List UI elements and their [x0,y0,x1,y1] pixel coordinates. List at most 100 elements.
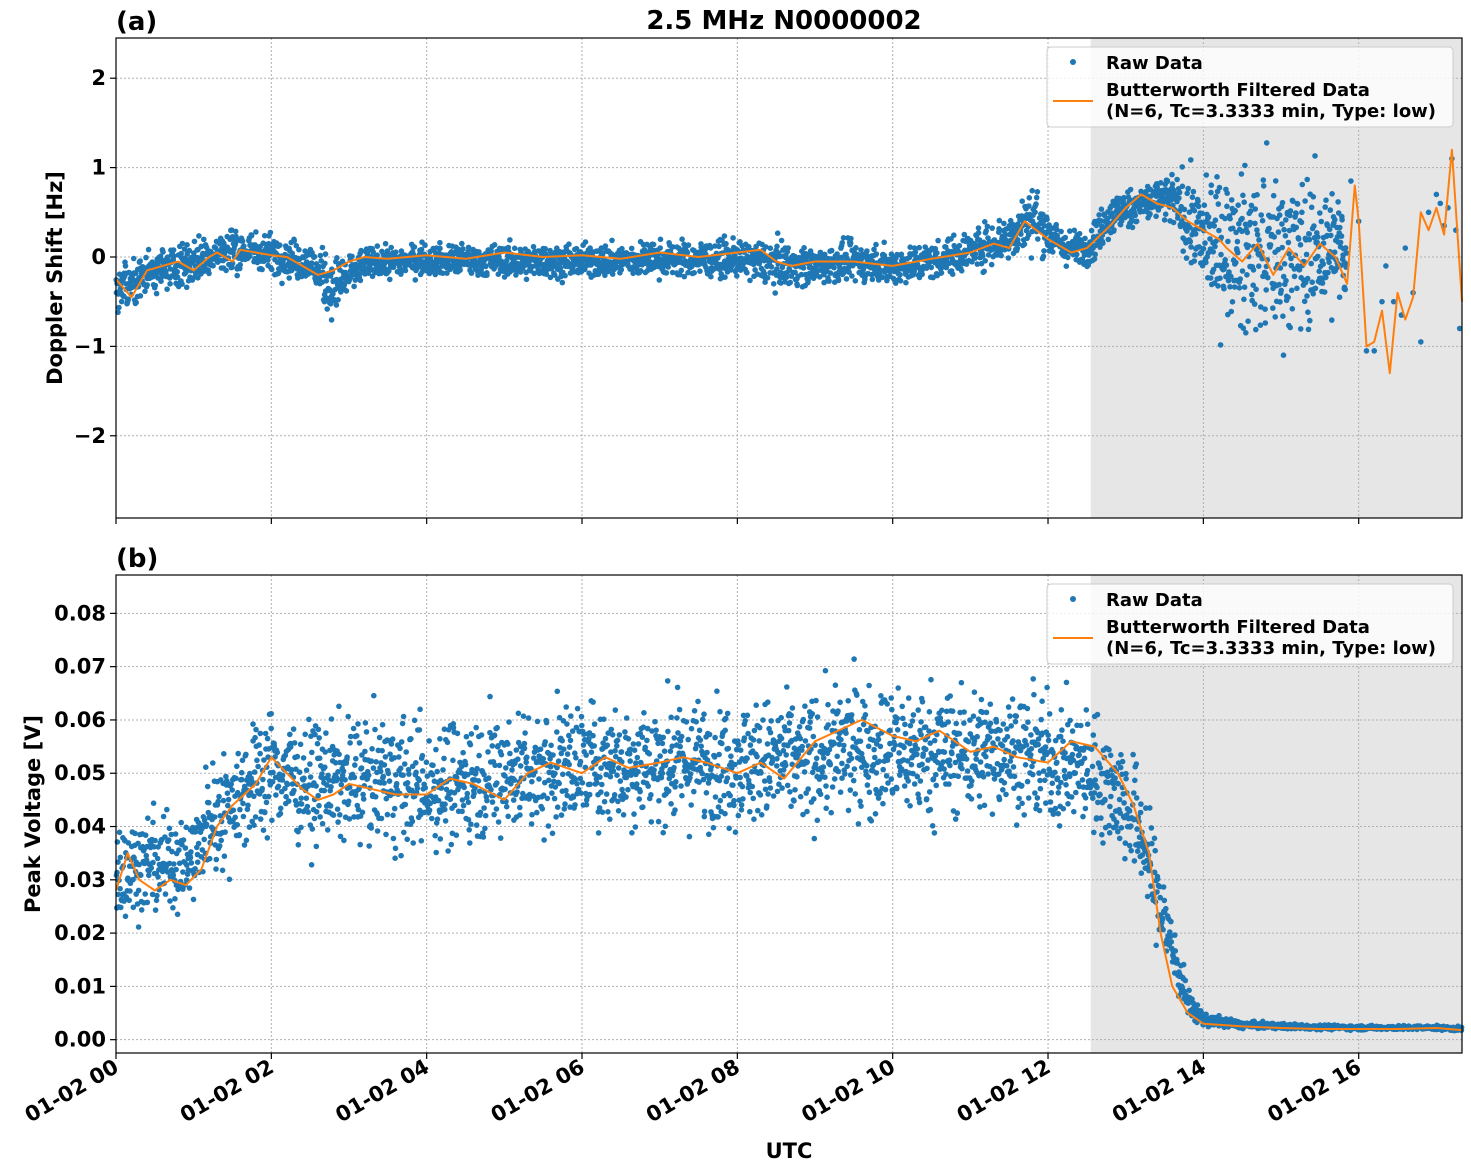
raw-data-point [1044,216,1050,223]
raw-data-point [669,772,676,779]
raw-data-point [399,720,406,727]
raw-data-point [975,225,982,231]
raw-data-point [1033,201,1039,207]
legend-raw-marker [1070,59,1076,65]
raw-data-point [365,270,372,277]
raw-data-point [451,802,458,809]
raw-data-point [387,276,393,283]
raw-data-point [465,244,472,251]
raw-data-point [260,776,266,783]
raw-data-point [869,276,876,283]
raw-data-point [579,722,585,729]
raw-data-point [239,776,245,783]
raw-data-point [1076,230,1083,237]
raw-data-point [1218,251,1224,258]
raw-data-point [219,867,226,874]
raw-data-point [1287,208,1294,214]
raw-data-point [661,748,668,754]
raw-data-point [1335,199,1341,205]
raw-data-point [259,785,266,792]
raw-data-point [372,794,379,800]
raw-data-point [1267,242,1274,248]
raw-data-point [1228,308,1235,315]
raw-data-point [507,237,513,243]
raw-data-point [383,831,389,838]
raw-data-point [152,837,158,844]
raw-data-point [1299,209,1305,216]
raw-data-point [529,811,535,818]
raw-data-point [1235,249,1241,256]
raw-data-point [719,740,725,747]
raw-data-point [1244,272,1250,278]
raw-data-point [229,787,235,793]
raw-data-point [374,828,381,834]
raw-data-point [419,768,426,774]
raw-data-point [534,809,540,816]
raw-data-point [599,809,606,815]
raw-data-point [341,282,348,288]
raw-data-point [517,763,524,769]
raw-data-point [657,236,664,243]
raw-data-point [153,290,160,297]
raw-data-point [257,816,264,822]
raw-data-point [374,243,381,249]
raw-data-point [545,823,552,829]
raw-data-point [685,242,692,248]
raw-data-point [250,721,256,727]
raw-data-point [315,726,322,733]
raw-data-point [541,837,547,843]
raw-data-point [284,781,291,788]
raw-data-point [813,755,820,762]
raw-data-point [1260,183,1267,189]
raw-data-point [142,891,148,897]
raw-data-point [903,279,909,286]
raw-data-point [579,780,586,786]
raw-data-point [652,718,658,725]
raw-data-point [397,745,403,752]
raw-data-point [572,802,578,808]
raw-data-point [218,837,224,844]
raw-data-point [160,813,167,820]
raw-data-point [442,801,448,807]
raw-data-point [382,240,389,247]
raw-data-point [116,304,122,311]
raw-data-point [566,744,573,750]
raw-data-point [235,750,241,757]
raw-data-point [1179,164,1185,170]
raw-data-point [1276,212,1283,218]
raw-data-point [382,754,389,760]
raw-data-point [788,712,794,719]
raw-data-point [1211,223,1217,229]
raw-data-point [788,803,794,810]
raw-data-point [122,263,129,269]
raw-data-point [400,772,406,778]
raw-data-point [291,238,298,244]
raw-data-point [444,270,450,276]
raw-data-point [820,764,827,770]
raw-data-point [796,724,803,730]
raw-data-point [712,794,719,800]
raw-data-point [323,278,330,284]
raw-data-point [194,859,201,865]
raw-data-point [823,805,829,812]
raw-data-point [1190,188,1197,195]
figure-title: 2.5 MHz N0000002 [646,6,921,36]
raw-data-point [1032,209,1038,215]
raw-data-point [521,740,528,747]
raw-data-point [785,245,791,251]
raw-data-point [198,243,205,250]
raw-data-point [1228,197,1235,203]
raw-data-point [264,735,271,742]
raw-data-point [491,732,498,738]
raw-data-point [464,790,471,797]
raw-data-point [203,244,210,251]
raw-data-point [1336,294,1343,301]
raw-data-point [1200,245,1207,252]
raw-data-point [365,772,372,779]
raw-data-point [615,798,621,805]
raw-data-point [548,742,554,749]
raw-data-point [403,749,410,755]
raw-data-point [1306,231,1312,237]
raw-data-point [784,684,790,690]
